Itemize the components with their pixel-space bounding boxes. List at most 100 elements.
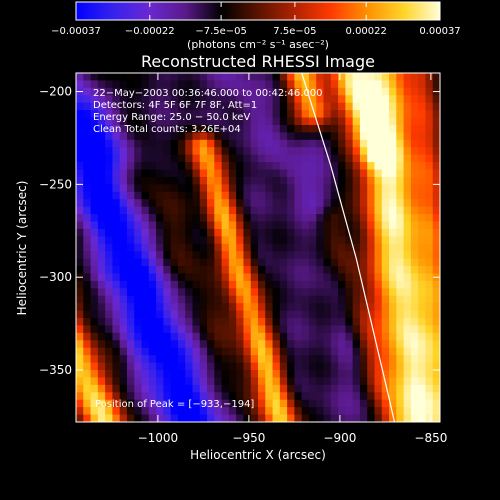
- heatmap-cell: [432, 280, 440, 289]
- heatmap-cell: [156, 147, 164, 156]
- heatmap-cell: [170, 355, 179, 364]
- heatmap-cell: [148, 132, 157, 141]
- heatmap-cell: [141, 73, 150, 82]
- heatmap-cell: [410, 384, 419, 393]
- heatmap-cell: [279, 95, 288, 104]
- heatmap-cell: [396, 414, 405, 422]
- heatmap-cell: [359, 95, 368, 104]
- heatmap-cell: [396, 206, 405, 215]
- heatmap-cell: [185, 399, 194, 408]
- heatmap-cell: [170, 392, 179, 401]
- heatmap-cell: [90, 162, 99, 171]
- heatmap-cell: [90, 325, 99, 334]
- heatmap-cell: [177, 310, 186, 319]
- heatmap-cell: [134, 347, 143, 356]
- heatmap-cell: [207, 176, 215, 185]
- heatmap-cell: [112, 399, 121, 408]
- heatmap-cell: [367, 236, 376, 245]
- heatmap-cell: [243, 162, 252, 171]
- heatmap-cell: [418, 325, 427, 334]
- heatmap-cell: [425, 132, 434, 141]
- heatmap-cell: [170, 303, 179, 312]
- heatmap-cell: [352, 392, 361, 401]
- heatmap-cell: [265, 176, 274, 185]
- heatmap-cell: [134, 132, 143, 141]
- plot-area: [76, 73, 440, 422]
- heatmap-cell: [76, 318, 84, 327]
- heatmap-cell: [381, 110, 390, 119]
- heatmap-cell: [134, 340, 143, 349]
- heatmap-cell: [112, 288, 121, 297]
- heatmap-cell: [323, 407, 332, 416]
- heatmap-cell: [141, 362, 150, 371]
- heatmap-cell: [425, 236, 434, 245]
- heatmap-cell: [221, 288, 230, 297]
- heatmap-cell: [199, 392, 208, 401]
- heatmap-cell: [192, 199, 201, 208]
- heatmap-cell: [185, 139, 194, 148]
- heatmap-cell: [243, 73, 252, 82]
- heatmap-cell: [126, 318, 135, 327]
- heatmap-cell: [374, 162, 383, 171]
- heatmap-cell: [163, 280, 172, 289]
- heatmap-cell: [432, 399, 440, 408]
- heatmap-cell: [279, 377, 288, 386]
- heatmap-cell: [330, 392, 339, 401]
- heatmap-cell: [250, 80, 259, 89]
- heatmap-cell: [177, 176, 186, 185]
- heatmap-cell: [192, 102, 201, 111]
- heatmap-cell: [141, 273, 150, 282]
- heatmap-cell: [338, 117, 346, 126]
- heatmap-cell: [294, 362, 303, 371]
- heatmap-cell: [308, 154, 317, 163]
- heatmap-cell: [287, 191, 295, 200]
- heatmap-cell: [294, 199, 303, 208]
- heatmap-cell: [192, 325, 201, 334]
- heatmap-cell: [279, 214, 288, 223]
- heatmap-cell: [236, 295, 245, 304]
- heatmap-cell: [185, 154, 194, 163]
- heatmap-cell: [265, 102, 274, 111]
- heatmap-cell: [359, 295, 368, 304]
- heatmap-cell: [156, 236, 164, 245]
- heatmap-cell: [301, 243, 310, 252]
- heatmap-cell: [272, 318, 281, 327]
- heatmap-cell: [156, 206, 164, 215]
- heatmap-cell: [410, 310, 419, 319]
- heatmap-cell: [432, 169, 440, 178]
- heatmap-cell: [112, 206, 121, 215]
- heatmap-cell: [265, 295, 274, 304]
- heatmap-cell: [83, 288, 92, 297]
- heatmap-cell: [432, 80, 440, 89]
- heatmap-cell: [272, 414, 281, 422]
- heatmap-cell: [105, 87, 113, 96]
- heatmap-cell: [207, 384, 215, 393]
- heatmap-cell: [97, 184, 106, 193]
- heatmap-cell: [185, 362, 194, 371]
- heatmap-cell: [228, 347, 237, 356]
- heatmap-cell: [112, 214, 121, 223]
- heatmap-cell: [425, 355, 434, 364]
- heatmap-cell: [258, 273, 266, 282]
- heatmap-cell: [381, 214, 390, 223]
- heatmap-cell: [105, 162, 113, 171]
- heatmap-cell: [308, 206, 317, 215]
- heatmap-cell: [389, 73, 397, 82]
- heatmap-cell: [279, 347, 288, 356]
- heatmap-cell: [221, 228, 230, 237]
- heatmap-cell: [185, 221, 194, 230]
- heatmap-cell: [272, 147, 281, 156]
- heatmap-cell: [243, 332, 252, 341]
- heatmap-cell: [396, 191, 405, 200]
- heatmap-cell: [432, 295, 440, 304]
- heatmap-cell: [301, 288, 310, 297]
- x-tick-label: −1000: [138, 431, 179, 445]
- heatmap-cell: [425, 399, 434, 408]
- heatmap-cell: [177, 132, 186, 141]
- heatmap-cell: [330, 236, 339, 245]
- heatmap-cell: [323, 392, 332, 401]
- heatmap-cell: [105, 332, 113, 341]
- heatmap-cell: [221, 117, 230, 126]
- heatmap-cell: [83, 80, 92, 89]
- heatmap-cell: [141, 95, 150, 104]
